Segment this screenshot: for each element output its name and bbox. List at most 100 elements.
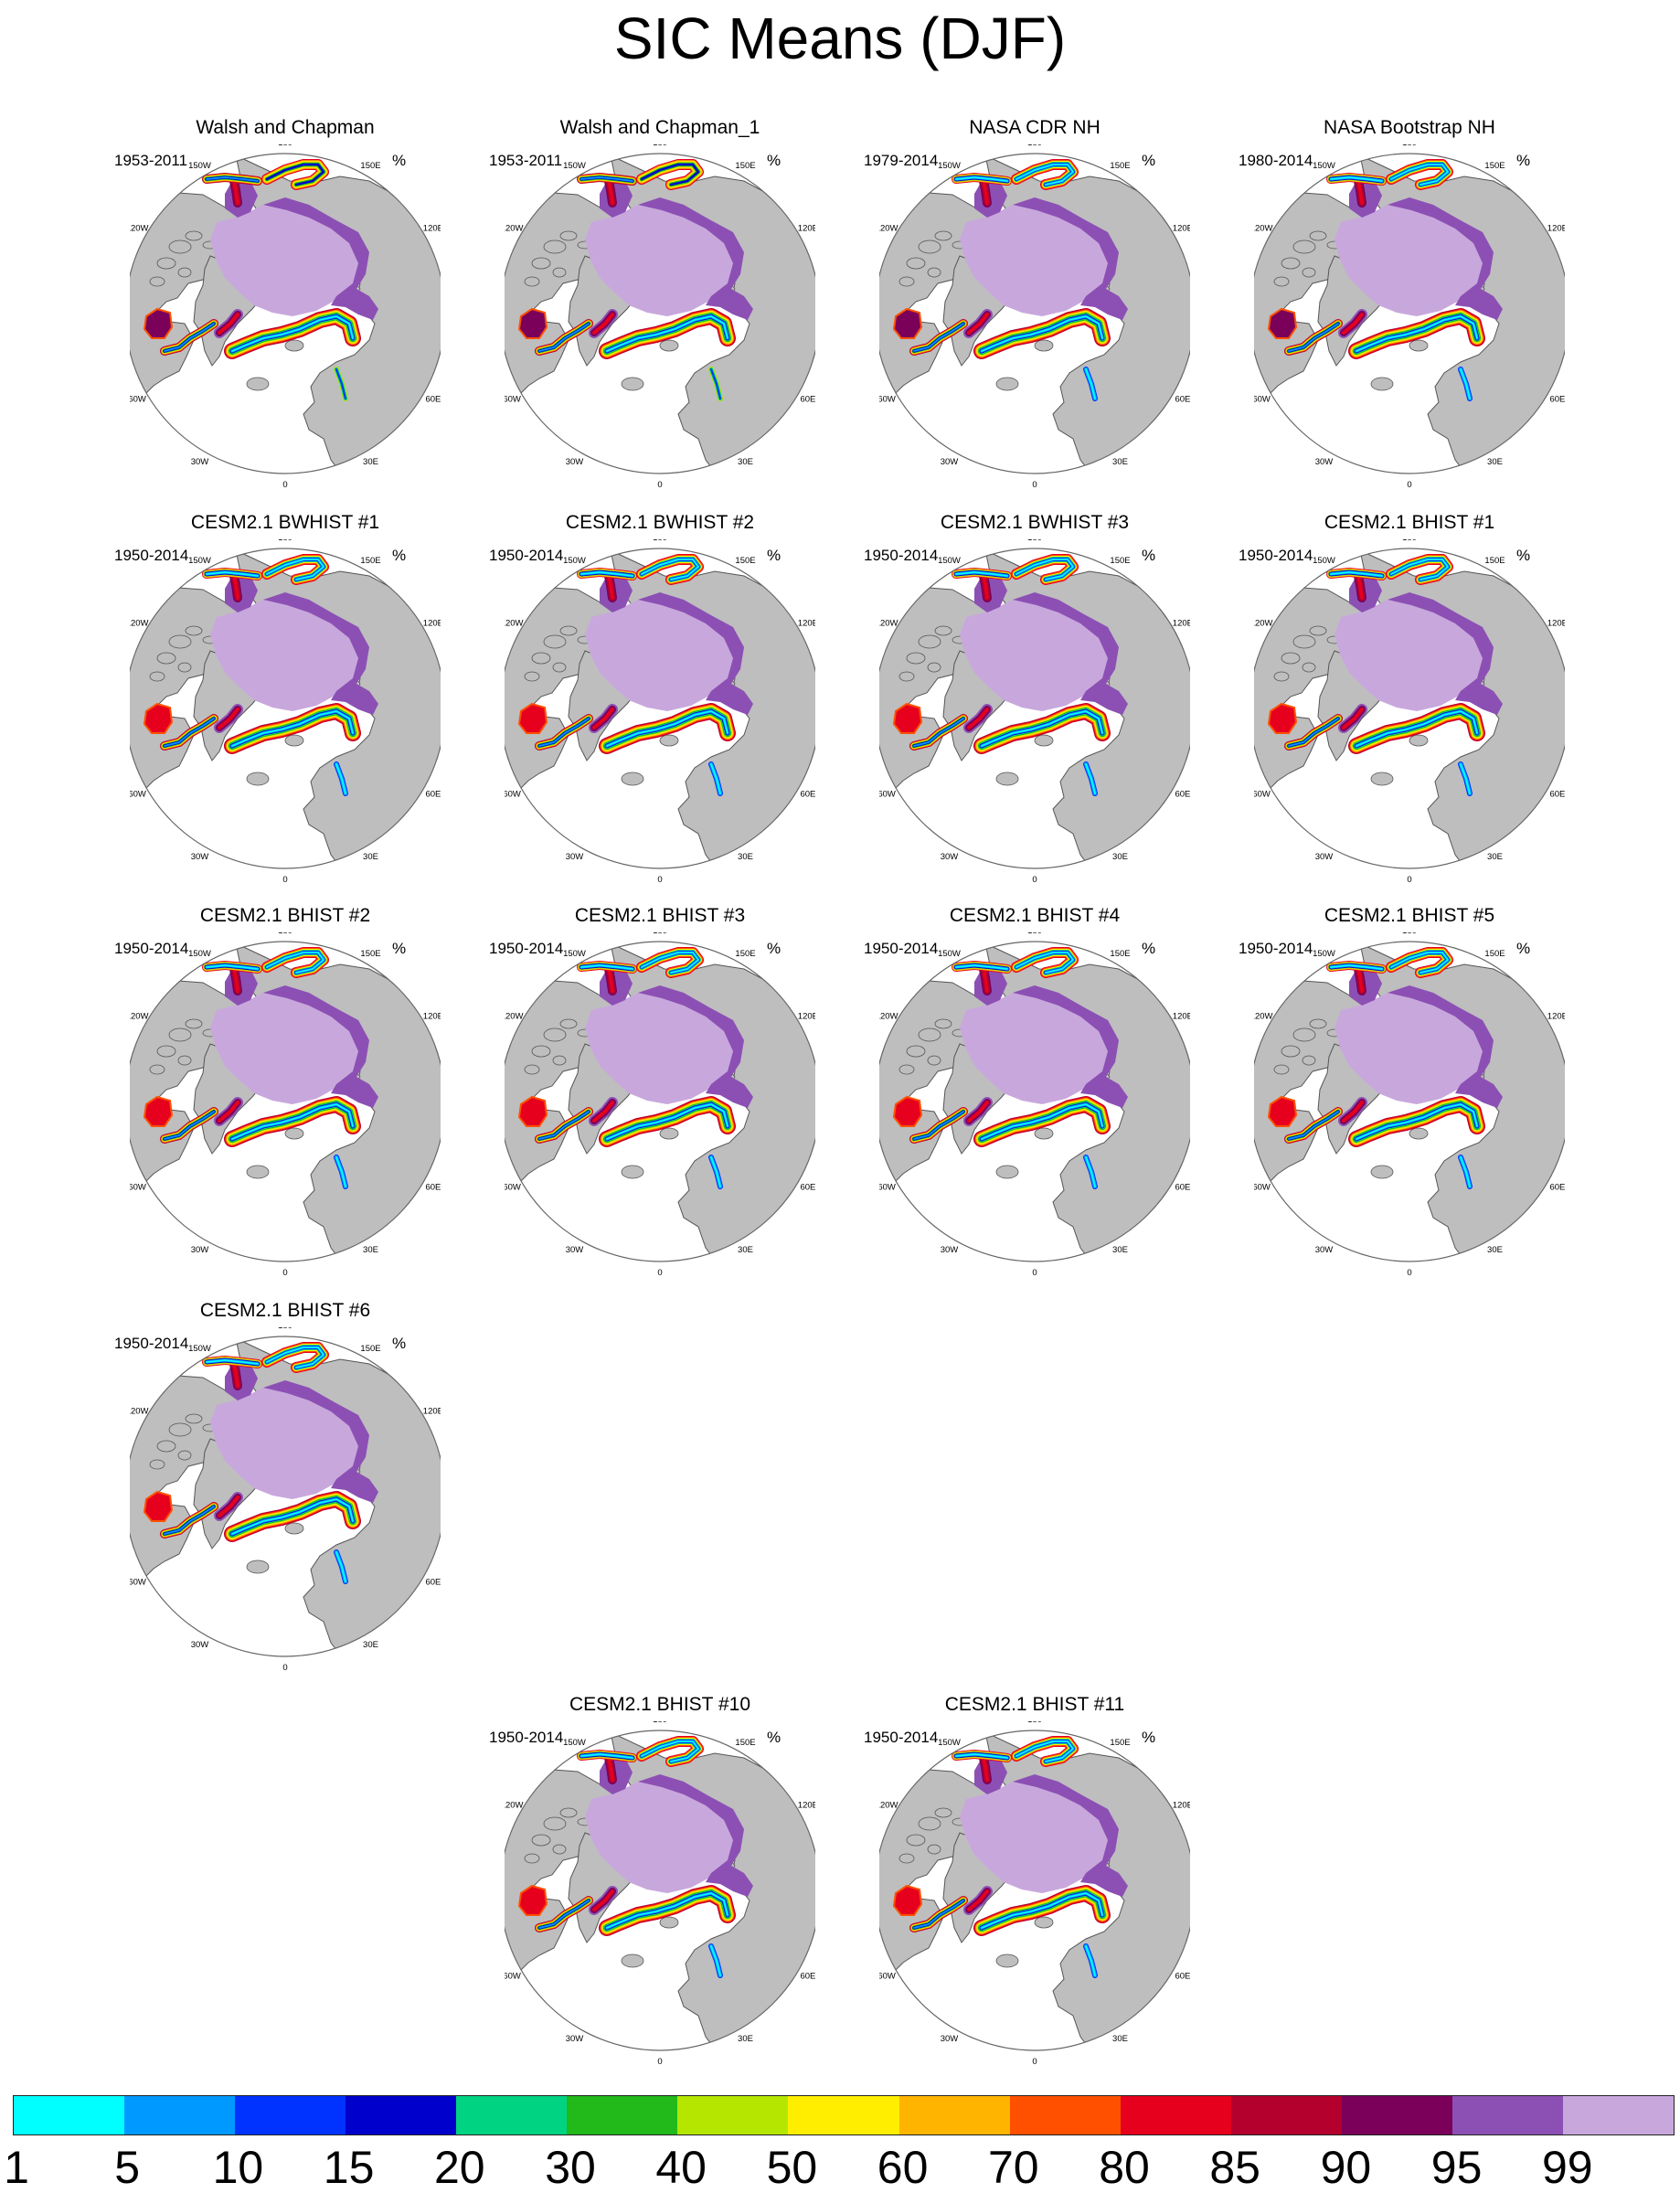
ice-rim-shelf (1388, 197, 1503, 320)
lon-label: 180 (1027, 539, 1042, 543)
ice-greenland-barents-edge-10 (1356, 1103, 1478, 1140)
lon-label: 30W (191, 457, 209, 467)
island-0 (1281, 652, 1301, 665)
colorbar-swatch (788, 2096, 899, 2134)
iceland-land (995, 772, 1019, 786)
panel-unit: % (1516, 152, 1531, 169)
lon-label: 60W (505, 790, 521, 800)
ice-rim-shelf (638, 985, 753, 1108)
island-2 (185, 625, 203, 636)
lon-label: 180 (1402, 144, 1417, 148)
polar-map: 180150E120E90E60E30E030W60W90W120W150W (130, 932, 441, 1275)
lon-label: 0 (282, 480, 287, 487)
ice-bering-edge-5 (580, 964, 633, 970)
iceland-land (621, 772, 644, 786)
svalbard-land (1034, 1127, 1054, 1140)
lon-label: 30E (738, 1245, 753, 1255)
ice-baltic-2 (710, 763, 721, 794)
polar-map: 180150E120E90E60E30E030W60W90W120W150W (505, 1721, 815, 2064)
colorbar-tick-label: 99 (1541, 2142, 1593, 2193)
ice-bering-edge-5 (955, 571, 1008, 577)
ice-bering-strait-2 (232, 1362, 239, 1388)
lon-label: 150W (1313, 949, 1335, 959)
panel-period: 1950-2014 (489, 547, 564, 564)
lon-label: 150E (360, 1344, 380, 1354)
lon-label: 180 (278, 144, 292, 148)
colorbar-swatch (567, 2096, 678, 2134)
island-2 (934, 1018, 952, 1029)
island-1 (543, 1027, 567, 1042)
lon-label: 0 (1032, 2057, 1037, 2064)
island-0 (156, 1440, 176, 1453)
map-panel-nasacdr: NASA CDR NH1979-2014%180150E120E90E60E30… (847, 117, 1222, 510)
iceland-land (1370, 772, 1394, 786)
panel-period: 1953-2011 (114, 152, 188, 169)
ice-bering-strait-2 (232, 574, 239, 600)
iceland-land (246, 772, 270, 786)
map-border (1254, 941, 1565, 1262)
ice-bering-strait-2 (1356, 574, 1364, 600)
lon-label: 60E (800, 395, 815, 405)
ice-baffin-2 (218, 1101, 239, 1123)
island-2 (559, 230, 578, 241)
ice-okhotsk-edge-5 (266, 559, 324, 580)
lon-label: 60W (1254, 395, 1271, 405)
lon-label: 120W (505, 224, 524, 234)
lon-label: 30E (738, 852, 753, 862)
ice-hudson-bay (892, 1884, 923, 1916)
map-panel-bh5: CESM2.1 BHIST #51950-2014%180150E120E90E… (1222, 905, 1597, 1298)
map-border (505, 153, 815, 474)
colorbar-tick-label: 85 (1209, 2142, 1260, 2193)
ice-baffin-2 (592, 708, 614, 729)
lon-label: 30E (363, 1640, 378, 1650)
lon-label: 30W (941, 1245, 959, 1255)
colorbar-labels: 1 5 10 15 20 30 40 50 60 70 80 85 90 95 99 (0, 2144, 1680, 2191)
ice-okhotsk-edge-5 (1390, 952, 1449, 974)
map-border (1254, 153, 1565, 474)
iceland-land (1370, 1165, 1394, 1179)
ice-rim-shelf (638, 1774, 753, 1897)
ice-labrador-edge-5 (1288, 1111, 1339, 1140)
lon-label: 60W (130, 395, 146, 405)
map-border (1254, 548, 1565, 869)
lon-label: 120E (423, 224, 441, 234)
ice-greenland-barents-edge-10 (606, 1892, 728, 1929)
lon-label: 60W (879, 790, 896, 800)
colorbar-swatch (456, 2096, 568, 2134)
panel-unit: % (1142, 1729, 1156, 1746)
lon-label: 30W (1315, 1245, 1334, 1255)
island-3 (524, 1853, 540, 1864)
map-panel-bh10: CESM2.1 BHIST #101950-2014%180150E120E90… (473, 1694, 847, 2087)
svalbard-land (1034, 339, 1054, 352)
ice-greenland-barents-edge-10 (981, 1892, 1103, 1929)
ice-baltic-2 (710, 368, 721, 399)
panel-unit: % (392, 940, 407, 957)
ice-hudson-bay (143, 702, 174, 734)
colorbar-tick-label: 1 (4, 2142, 29, 2193)
ice-baffin-2 (218, 1496, 239, 1517)
polar-map: 180150E120E90E60E30E030W60W90W120W150W (505, 144, 815, 487)
ice-baffin-2 (592, 1101, 614, 1123)
ice-okhotsk-edge-5 (266, 952, 324, 974)
ice-baffin-2 (218, 708, 239, 729)
map-border (130, 153, 441, 474)
island-2 (1309, 625, 1327, 636)
lon-label: 30W (1315, 457, 1334, 467)
ice-hudson-bay (892, 307, 923, 339)
panel-period: 1950-2014 (114, 940, 189, 957)
panel-title: CESM2.1 BHIST #10 (569, 1694, 751, 1715)
panel-title: Walsh and Chapman (196, 117, 375, 138)
island-2 (1309, 230, 1327, 241)
svalbard-land (284, 339, 304, 352)
lon-label: 150W (188, 556, 211, 566)
lon-label: 120E (798, 1801, 815, 1811)
lon-label: 180 (278, 1327, 292, 1331)
lon-label: 180 (278, 932, 292, 936)
island-1 (918, 1816, 941, 1831)
lon-label: 30E (1487, 852, 1503, 862)
lon-label: 30E (1487, 1245, 1503, 1255)
ice-hudson-bay (1267, 1095, 1298, 1127)
lon-label: 60E (1175, 790, 1190, 800)
ice-hudson-bay (143, 307, 174, 339)
island-1 (543, 634, 567, 649)
